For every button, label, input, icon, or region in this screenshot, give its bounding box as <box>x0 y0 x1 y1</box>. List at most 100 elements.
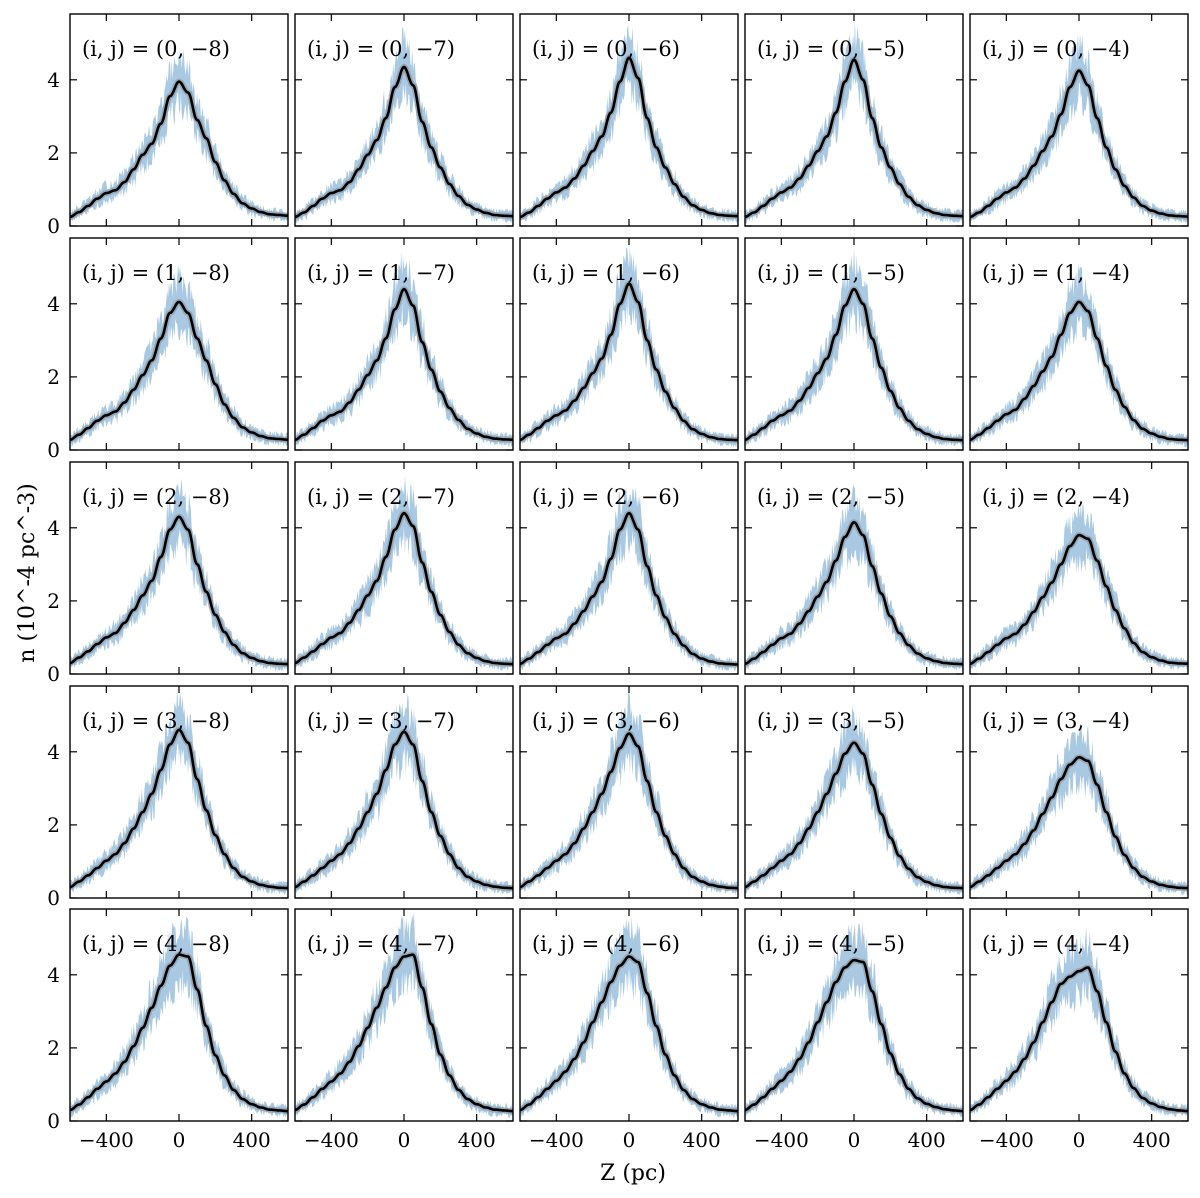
panel-label: (i, j) = (3, −7) <box>307 709 455 733</box>
panel-label: (i, j) = (1, −8) <box>82 261 230 285</box>
density-curve <box>520 56 738 219</box>
uncertainty-band <box>295 252 513 447</box>
uncertainty-band <box>520 916 738 1118</box>
x-tick-label: 0 <box>848 1128 861 1152</box>
x-tick-label: −400 <box>304 1128 359 1152</box>
density-curve <box>520 282 738 442</box>
y-tick-label: 2 <box>47 1036 60 1060</box>
panel-label: (i, j) = (4, −5) <box>757 932 905 956</box>
uncertainty-band <box>295 911 513 1119</box>
x-tick-label: 400 <box>683 1128 721 1152</box>
panel: (i, j) = (2, −6) <box>519 461 739 675</box>
uncertainty-band <box>745 920 963 1119</box>
density-curve <box>970 533 1188 666</box>
panel-label: (i, j) = (2, −8) <box>82 485 230 509</box>
y-tick-label: 0 <box>47 1109 60 1133</box>
panel-label: (i, j) = (4, −6) <box>532 932 680 956</box>
density-curve <box>295 730 513 890</box>
density-curve <box>520 732 738 890</box>
panel-label: (i, j) = (2, −6) <box>532 485 680 509</box>
uncertainty-band <box>520 692 738 896</box>
uncertainty-band <box>970 501 1188 672</box>
panel: (i, j) = (0, −4) <box>969 13 1189 227</box>
y-tick-label: 0 <box>47 662 60 686</box>
y-tick-label: 0 <box>47 886 60 910</box>
uncertainty-band <box>70 49 288 222</box>
x-tick-label: 400 <box>1133 1128 1171 1152</box>
panel-label: (i, j) = (2, −7) <box>307 485 455 509</box>
y-tick-label: 4 <box>47 740 60 764</box>
density-curve <box>745 58 963 219</box>
density-curve <box>970 755 1188 890</box>
uncertainty-band <box>970 264 1188 448</box>
x-tick-label: 0 <box>623 1128 636 1152</box>
panel-label: (i, j) = (3, −4) <box>982 709 1130 733</box>
panel: (i, j) = (3, −5) <box>744 685 964 899</box>
y-tick-label: 2 <box>47 589 60 613</box>
panel-label: (i, j) = (1, −5) <box>757 261 905 285</box>
x-tick-label: −400 <box>979 1128 1034 1152</box>
panel-label: (i, j) = (1, −7) <box>307 261 455 285</box>
density-curve <box>295 953 513 1113</box>
panel: (i, j) = (4, −4) −400 0 400 <box>969 908 1189 1152</box>
panel-label: (i, j) = (0, −5) <box>757 37 905 61</box>
uncertainty-band <box>745 705 963 896</box>
x-tick-label: 0 <box>398 1128 411 1152</box>
x-tick-label: −400 <box>529 1128 584 1152</box>
panel-label: (i, j) = (1, −4) <box>982 261 1130 285</box>
density-curve <box>745 287 963 442</box>
uncertainty-band <box>70 264 288 447</box>
panel: (i, j) = (1, −7) <box>294 237 514 451</box>
panel: (i, j) = (3, −8) 0 2 4 <box>47 685 289 910</box>
panel: (i, j) = (0, −7) <box>294 13 514 227</box>
uncertainty-band <box>970 723 1188 896</box>
uncertainty-band <box>970 927 1188 1118</box>
panel-grid: (i, j) = (0, −8) 0 2 4 (i, j) = (0, −7) (i, j… <box>47 13 1189 1152</box>
panel: (i, j) = (0, −5) <box>744 13 964 227</box>
density-curve <box>520 955 738 1113</box>
x-tick-label: 400 <box>233 1128 271 1152</box>
uncertainty-band <box>520 24 738 223</box>
y-tick-label: 4 <box>47 516 60 540</box>
panel: (i, j) = (2, −5) <box>744 461 964 675</box>
panel: (i, j) = (2, −8) 0 2 4 <box>47 461 289 686</box>
panel: (i, j) = (2, −7) <box>294 461 514 675</box>
x-tick-label: 400 <box>458 1128 496 1152</box>
panel: (i, j) = (4, −8) 0 2 4 −400 0 400 <box>47 908 289 1152</box>
panel-label: (i, j) = (3, −8) <box>82 709 230 733</box>
uncertainty-band <box>745 20 963 224</box>
panel: (i, j) = (3, −6) <box>519 685 739 899</box>
y-tick-label: 2 <box>47 813 60 837</box>
panel-label: (i, j) = (0, −7) <box>307 37 455 61</box>
panel: (i, j) = (1, −5) <box>744 237 964 451</box>
density-curve <box>970 69 1188 219</box>
y-tick-label: 2 <box>47 365 60 389</box>
uncertainty-band <box>520 487 738 672</box>
y-tick-label: 4 <box>47 963 60 987</box>
density-curve <box>295 65 513 219</box>
uncertainty-band <box>745 248 963 448</box>
y-tick-label: 4 <box>47 292 60 316</box>
panel: (i, j) = (0, −8) 0 2 4 <box>47 13 289 238</box>
density-curve <box>70 515 288 666</box>
density-curve-halo <box>745 739 963 892</box>
panel-label: (i, j) = (3, −5) <box>757 709 905 733</box>
panel: (i, j) = (2, −4) <box>969 461 1189 675</box>
x-tick-label: 400 <box>908 1128 946 1152</box>
uncertainty-band <box>970 34 1188 224</box>
panel-label: (i, j) = (0, −8) <box>82 37 230 61</box>
density-curve <box>745 520 963 666</box>
uncertainty-band <box>70 915 288 1118</box>
x-tick-label: 0 <box>1073 1128 1086 1152</box>
x-tick-label: −400 <box>79 1128 134 1152</box>
panel: (i, j) = (1, −6) <box>519 237 739 451</box>
panel-label: (i, j) = (0, −6) <box>532 37 680 61</box>
density-curve <box>70 300 288 442</box>
density-curve <box>70 80 288 219</box>
panel-label: (i, j) = (1, −6) <box>532 261 680 285</box>
density-curve <box>70 953 288 1113</box>
panel: (i, j) = (4, −5) −400 0 400 <box>744 908 964 1152</box>
density-curve <box>295 511 513 666</box>
density-curve <box>970 300 1188 442</box>
uncertainty-band <box>295 27 513 224</box>
